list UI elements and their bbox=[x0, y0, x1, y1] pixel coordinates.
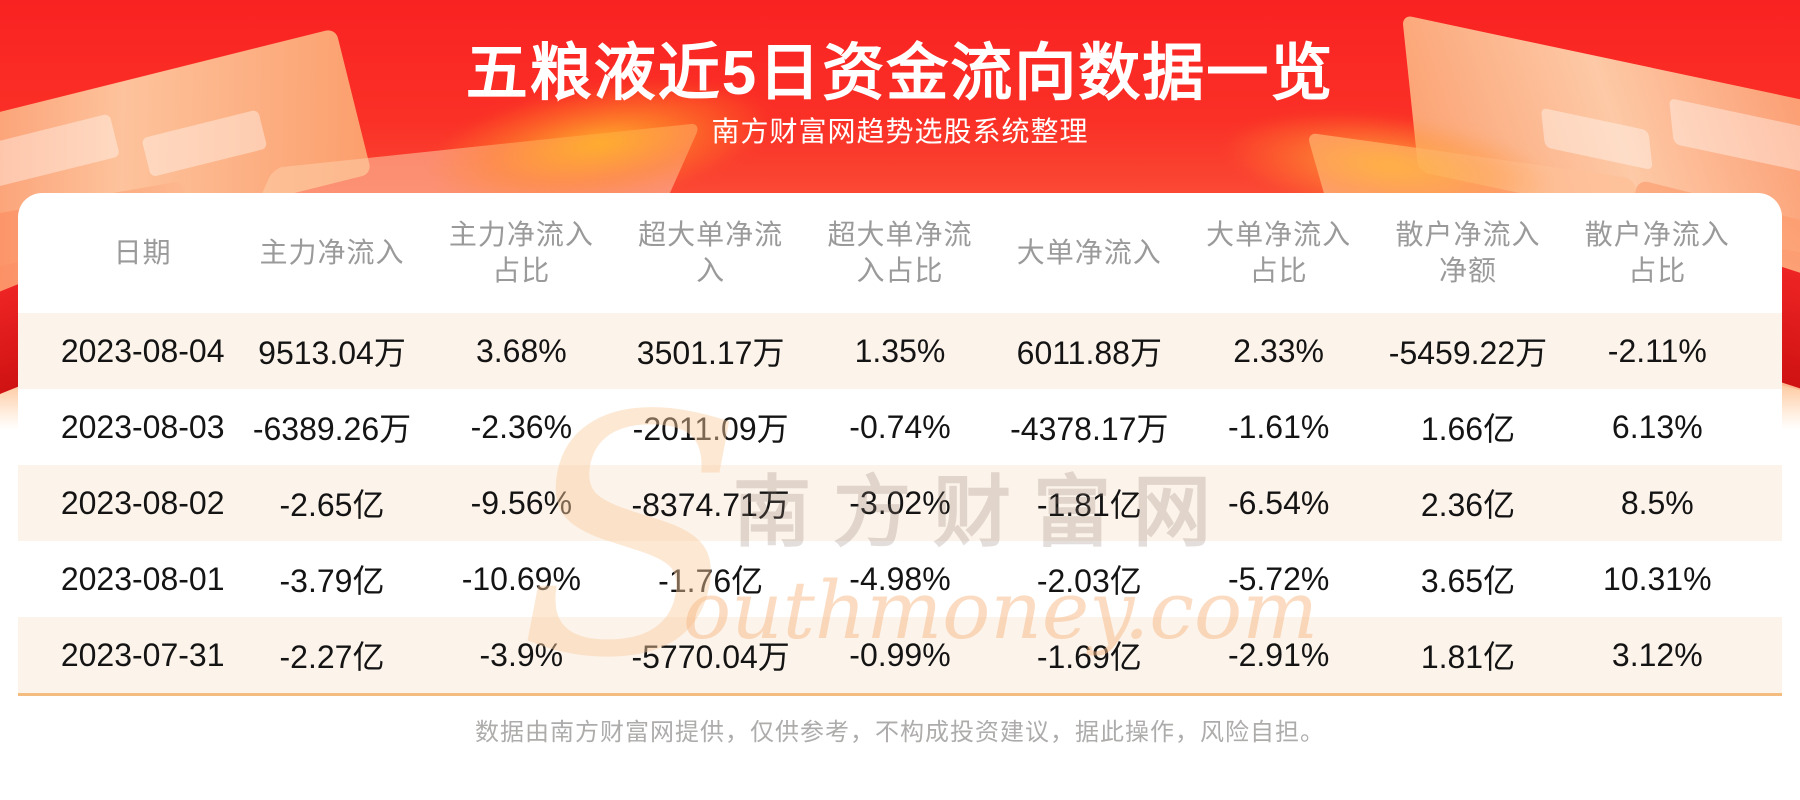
table-cell: -2.65亿 bbox=[279, 487, 385, 523]
table-cell: 2023-08-02 bbox=[60, 484, 225, 521]
table-cell: -9.56% bbox=[470, 484, 573, 521]
column-header-3: 超大单净流入 bbox=[616, 217, 805, 290]
table-cell: -0.99% bbox=[849, 636, 951, 673]
table-cell: 2023-08-01 bbox=[60, 560, 225, 597]
table-cell: -1.76亿 bbox=[658, 563, 764, 599]
table-cell: -3.79亿 bbox=[279, 563, 385, 599]
disclaimer-text: 数据由南方财富网提供，仅供参考，不构成投资建议，据此操作，风险自担。 bbox=[475, 719, 1325, 746]
table-body: 2023-08-04 9513.04万 3.68% 3501.17万 1.35% 6011… bbox=[18, 313, 1782, 693]
table-cell: -6389.26万 bbox=[252, 411, 412, 447]
table-cell: 3.65亿 bbox=[1420, 563, 1516, 599]
column-header-label: 散户净流入占比 bbox=[1584, 218, 1730, 286]
column-header-label: 散户净流入净额 bbox=[1395, 218, 1541, 286]
table-cell: -2.03亿 bbox=[1036, 563, 1142, 599]
column-header-label: 主力净流入占比 bbox=[448, 218, 594, 286]
table-cell: 1.35% bbox=[854, 332, 946, 369]
table-cell: -10.69% bbox=[461, 560, 581, 597]
table-cell: 6.13% bbox=[1611, 408, 1703, 445]
page-title: 五粮液近5日资金流向数据一览 bbox=[465, 39, 1335, 108]
column-header-label: 日期 bbox=[113, 236, 172, 268]
table-cell: 1.81亿 bbox=[1420, 639, 1516, 675]
table-header-row: 日期 主力净流入 主力净流入占比 超大单净流入 超大单净流入占比 大单净流入 大单净流入占比… bbox=[18, 193, 1782, 313]
table-cell: 3.12% bbox=[1611, 636, 1703, 673]
table-cell: -4.98% bbox=[849, 560, 951, 597]
column-header-8: 散户净流入占比 bbox=[1563, 217, 1752, 290]
table-cell: -5770.04万 bbox=[631, 639, 790, 675]
table-bottom-divider bbox=[18, 693, 1782, 696]
table-cell: -1.69亿 bbox=[1036, 639, 1142, 675]
table-cell: 3501.17万 bbox=[636, 335, 785, 371]
table-cell: 2023-07-31 bbox=[60, 636, 225, 673]
data-card: 日期 主力净流入 主力净流入占比 超大单净流入 超大单净流入占比 大单净流入 大单净流入占比… bbox=[18, 193, 1782, 800]
table-cell: -4378.17万 bbox=[1010, 411, 1169, 447]
table-cell: 2023-08-03 bbox=[60, 408, 225, 445]
table-cell: -2.36% bbox=[470, 408, 573, 445]
column-header-0: 日期 bbox=[48, 235, 237, 271]
column-header-5: 大单净流入 bbox=[995, 235, 1184, 271]
column-header-label: 主力净流入 bbox=[259, 236, 405, 268]
table-cell: 8.5% bbox=[1620, 484, 1694, 521]
column-header-2: 主力净流入占比 bbox=[427, 217, 616, 290]
table-cell: 3.68% bbox=[475, 332, 567, 369]
table-cell: 1.66亿 bbox=[1420, 411, 1516, 447]
table-cell: 2.36亿 bbox=[1420, 487, 1516, 523]
table-row: 2023-08-02 -2.65亿 -9.56% -8374.71万 -3.02% -1.… bbox=[18, 465, 1782, 541]
table-cell: 2.33% bbox=[1233, 332, 1324, 369]
table-cell: -3.9% bbox=[479, 636, 564, 673]
column-header-label: 超大单净流入占比 bbox=[827, 218, 973, 286]
table-cell: -0.74% bbox=[849, 408, 951, 445]
table-cell: -1.81亿 bbox=[1036, 487, 1142, 523]
table-cell: -2.27亿 bbox=[279, 639, 385, 675]
page-subtitle: 南方财富网趋势选股系统整理 bbox=[711, 116, 1089, 147]
table-row: 2023-08-03 -6389.26万 -2.36% -2011.09万 -0.74%… bbox=[18, 389, 1782, 465]
table-cell: 9513.04万 bbox=[258, 335, 406, 371]
table-cell: -2011.09万 bbox=[632, 411, 789, 447]
table-cell: -8374.71万 bbox=[631, 487, 790, 523]
table-cell: -3.02% bbox=[849, 484, 951, 521]
column-header-4: 超大单净流入占比 bbox=[805, 217, 994, 290]
table-cell: 6011.88万 bbox=[1016, 335, 1162, 371]
column-header-6: 大单净流入占比 bbox=[1184, 217, 1373, 290]
column-header-label: 超大单净流入 bbox=[638, 218, 784, 286]
table-cell: -6.54% bbox=[1227, 484, 1330, 521]
column-header-1: 主力净流入 bbox=[237, 235, 426, 271]
column-header-label: 大单净流入 bbox=[1016, 236, 1162, 268]
table-cell: 10.31% bbox=[1603, 560, 1712, 597]
table-row: 2023-08-04 9513.04万 3.68% 3501.17万 1.35% 6011… bbox=[18, 313, 1782, 389]
table-row: 2023-07-31 -2.27亿 -3.9% -5770.04万 -0.99% -1.6… bbox=[18, 617, 1782, 693]
table-cell: -5.72% bbox=[1227, 560, 1330, 597]
table-cell: -2.91% bbox=[1227, 636, 1330, 673]
column-header-7: 散户净流入净额 bbox=[1373, 217, 1562, 290]
table-cell: -2.11% bbox=[1607, 332, 1707, 369]
table-cell: 2023-08-04 bbox=[60, 332, 225, 369]
column-header-label: 大单净流入占比 bbox=[1206, 218, 1352, 286]
table-cell: -1.61% bbox=[1227, 408, 1330, 445]
table-cell: -5459.22万 bbox=[1388, 335, 1548, 371]
table-row: 2023-08-01 -3.79亿 -10.69% -1.76亿 -4.98% -2.03… bbox=[18, 541, 1782, 617]
